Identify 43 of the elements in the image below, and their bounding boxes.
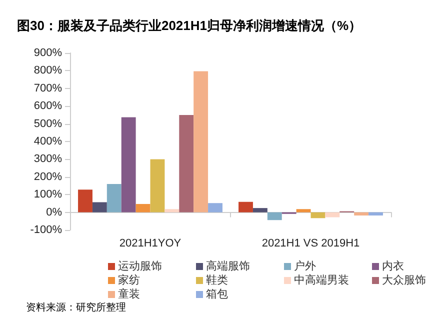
- legend-label: 箱包: [206, 288, 228, 300]
- y-tick-label: 900%: [34, 47, 62, 59]
- y-tick-label: 700%: [34, 82, 62, 94]
- bar: [164, 209, 180, 212]
- y-tick-label: 300%: [34, 153, 62, 166]
- bar: [354, 212, 369, 216]
- bar: [150, 159, 165, 212]
- bar: [121, 117, 136, 212]
- text: 资料来源：研究所整理: [26, 302, 126, 314]
- legend-label: 高端服饰: [206, 260, 250, 272]
- chart-title: 图30：服装及子品类行业2021H1归母净利润增速情况（%）: [17, 18, 362, 33]
- legend-label: 内衣: [382, 260, 404, 272]
- bar: [325, 212, 340, 218]
- bar: [136, 204, 150, 212]
- bar: [106, 184, 122, 212]
- x-tick-label: 2021H1 VS 2019H1: [262, 238, 360, 250]
- legend-label: 运动服饰: [118, 260, 162, 272]
- bar: [238, 202, 253, 212]
- bar: [310, 212, 326, 218]
- bar: [267, 212, 282, 220]
- legend-label: 家纺: [118, 274, 140, 286]
- y-tick-label: -100%: [30, 224, 62, 236]
- y-tick-label: 200%: [34, 170, 62, 183]
- legend-label: 大众服饰: [382, 274, 426, 286]
- legend-label: 户外: [294, 260, 316, 272]
- y-tick-label: 600%: [34, 100, 62, 112]
- bar: [179, 114, 194, 212]
- bar: [252, 208, 268, 212]
- legend-label: 童装: [118, 288, 140, 300]
- bar: [92, 202, 107, 212]
- y-tick-label: 800%: [34, 64, 62, 77]
- legend-label: 中高端男装: [294, 274, 349, 286]
- y-tick-label: 500%: [34, 118, 62, 130]
- legend-label: 鞋类: [206, 274, 228, 286]
- bar: [368, 212, 383, 216]
- y-tick-label: 0%: [46, 206, 62, 218]
- y-tick-label: 100%: [34, 188, 62, 201]
- bar: [194, 71, 208, 212]
- x-tick-label: 2021H1YOY: [119, 238, 182, 250]
- bar: [208, 203, 222, 212]
- y-tick-label: 400%: [34, 136, 62, 148]
- bar: [78, 190, 92, 212]
- bar: [296, 209, 311, 212]
